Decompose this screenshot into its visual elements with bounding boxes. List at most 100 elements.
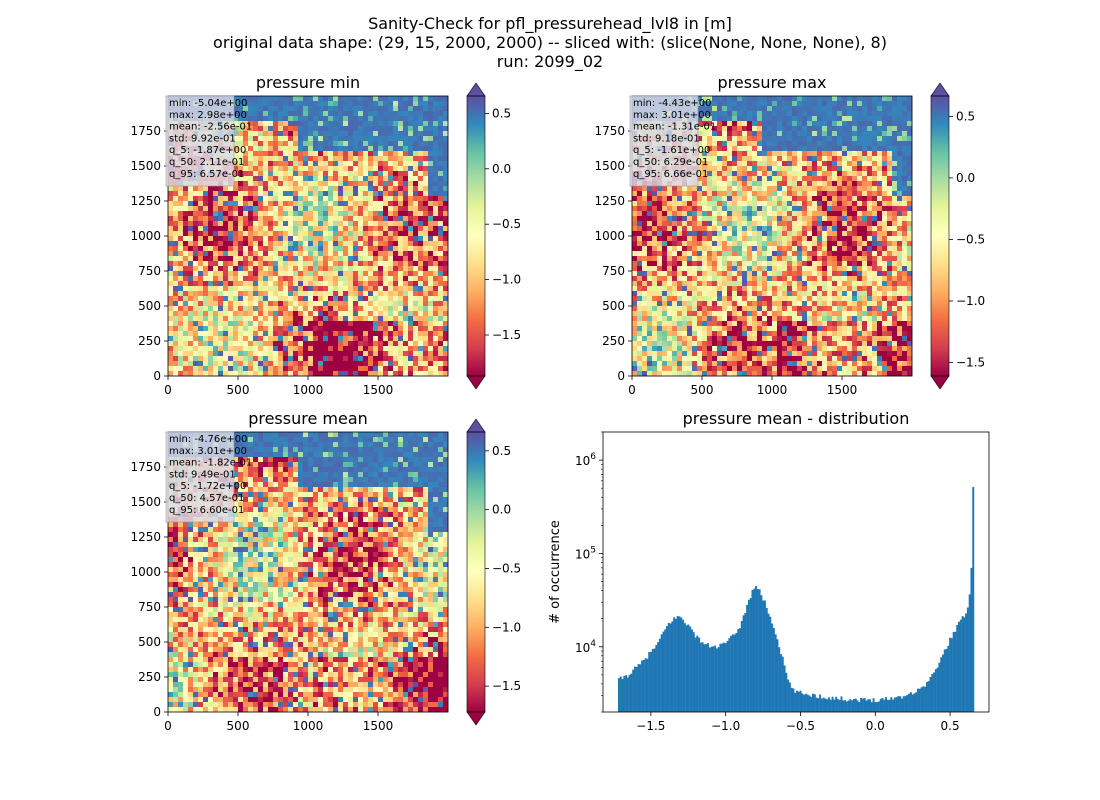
heatmap-cell <box>388 316 394 322</box>
heatmap-cell <box>173 326 179 332</box>
heatmap-cell <box>722 206 728 212</box>
heatmap-cell <box>183 246 189 252</box>
heatmap-cell <box>398 356 404 362</box>
heatmap-cell <box>428 136 434 142</box>
heatmap-cell <box>178 186 184 192</box>
heatmap-cell <box>173 221 179 227</box>
heatmap-cell <box>822 101 828 107</box>
heatmap-cell <box>313 116 319 122</box>
heatmap-cell <box>418 141 424 147</box>
heatmap-cell <box>373 216 379 222</box>
heatmap-cell <box>792 156 798 162</box>
heatmap-cell <box>188 201 194 207</box>
heatmap-cell <box>353 151 359 157</box>
heatmap-cell <box>308 366 314 372</box>
heatmap-cell <box>388 246 394 252</box>
heatmap-cell <box>268 301 274 307</box>
heatmap-cell <box>403 301 409 307</box>
heatmap-cell <box>388 361 394 367</box>
heatmap-cell <box>233 366 239 372</box>
heatmap-cell <box>223 246 229 252</box>
heatmap-cell <box>303 166 309 172</box>
heatmap-cell <box>213 306 219 312</box>
heatmap-cell <box>273 251 279 257</box>
heatmap-cell <box>268 121 274 127</box>
heatmap-cell <box>348 251 354 257</box>
heatmap-cell <box>248 101 254 107</box>
heatmap-cell <box>732 171 738 177</box>
heatmap-cell <box>862 151 868 157</box>
heatmap-cell <box>772 186 778 192</box>
heatmap-cell <box>393 371 399 377</box>
heatmap-cell <box>373 131 379 137</box>
heatmap-cell <box>408 211 414 217</box>
heatmap-cell <box>328 286 334 292</box>
heatmap-cell <box>183 341 189 347</box>
heatmap-cell <box>283 366 289 372</box>
heatmap-cell <box>178 266 184 272</box>
heatmap-cell <box>238 311 244 317</box>
heatmap-cell <box>897 251 903 257</box>
heatmap-cell <box>812 226 818 232</box>
heatmap-cell <box>183 286 189 292</box>
heatmap-cell <box>283 236 289 242</box>
heatmap-cell <box>398 331 404 337</box>
heatmap-cell <box>338 101 344 107</box>
heatmap-cell <box>308 351 314 357</box>
heatmap-cell <box>667 186 673 192</box>
heatmap-cell <box>662 196 668 202</box>
heatmap-cell <box>737 166 743 172</box>
heatmap-cell <box>832 131 838 137</box>
heatmap-cell <box>413 261 419 267</box>
heatmap-cell <box>697 161 703 167</box>
heatmap-cell <box>263 271 269 277</box>
heatmap-cell <box>712 191 718 197</box>
heatmap-cell <box>817 191 823 197</box>
heatmap-cell <box>363 126 369 132</box>
heatmap-cell <box>303 141 309 147</box>
heatmap-cell <box>193 241 199 247</box>
heatmap-cell <box>827 121 833 127</box>
heatmap-cell <box>403 346 409 352</box>
heatmap-cell <box>293 356 299 362</box>
heatmap-cell <box>902 196 908 202</box>
heatmap-cell <box>867 186 873 192</box>
heatmap-cell <box>877 96 883 102</box>
heatmap-cell <box>637 211 643 217</box>
heatmap-cell <box>378 136 384 142</box>
heatmap-cell <box>378 296 384 302</box>
heatmap-cell <box>323 106 329 112</box>
heatmap-cell <box>353 261 359 267</box>
heatmap-cell <box>702 191 708 197</box>
heatmap-cell <box>767 121 773 127</box>
heatmap-cell <box>213 206 219 212</box>
heatmap-cell <box>288 341 294 347</box>
heatmap-cell <box>318 256 324 262</box>
heatmap-cell <box>323 186 329 192</box>
heatmap-cell <box>363 151 369 157</box>
heatmap-cell <box>168 226 174 232</box>
heatmap-cell <box>233 316 239 322</box>
heatmap-cell <box>732 111 738 117</box>
heatmap-cell <box>318 146 324 152</box>
heatmap-cell <box>318 201 324 207</box>
heatmap-cell <box>373 291 379 297</box>
heatmap-cell <box>832 106 838 112</box>
heatmap-cell <box>303 341 309 347</box>
heatmap-cell <box>333 171 339 177</box>
heatmap-cell <box>897 206 903 212</box>
heatmap-cell <box>827 161 833 167</box>
heatmap-cell <box>308 111 314 117</box>
heatmap-cell <box>902 111 908 117</box>
heatmap-cell <box>278 346 284 352</box>
heatmap-cell <box>308 226 314 232</box>
heatmap-cell <box>288 186 294 192</box>
heatmap-cell <box>642 206 648 212</box>
heatmap-cell <box>363 211 369 217</box>
heatmap-cell <box>183 296 189 302</box>
heatmap-cell <box>837 111 843 117</box>
heatmap-cell <box>767 241 773 247</box>
heatmap-cell <box>248 341 254 347</box>
heatmap-cell <box>253 311 259 317</box>
heatmap-cell <box>333 211 339 217</box>
